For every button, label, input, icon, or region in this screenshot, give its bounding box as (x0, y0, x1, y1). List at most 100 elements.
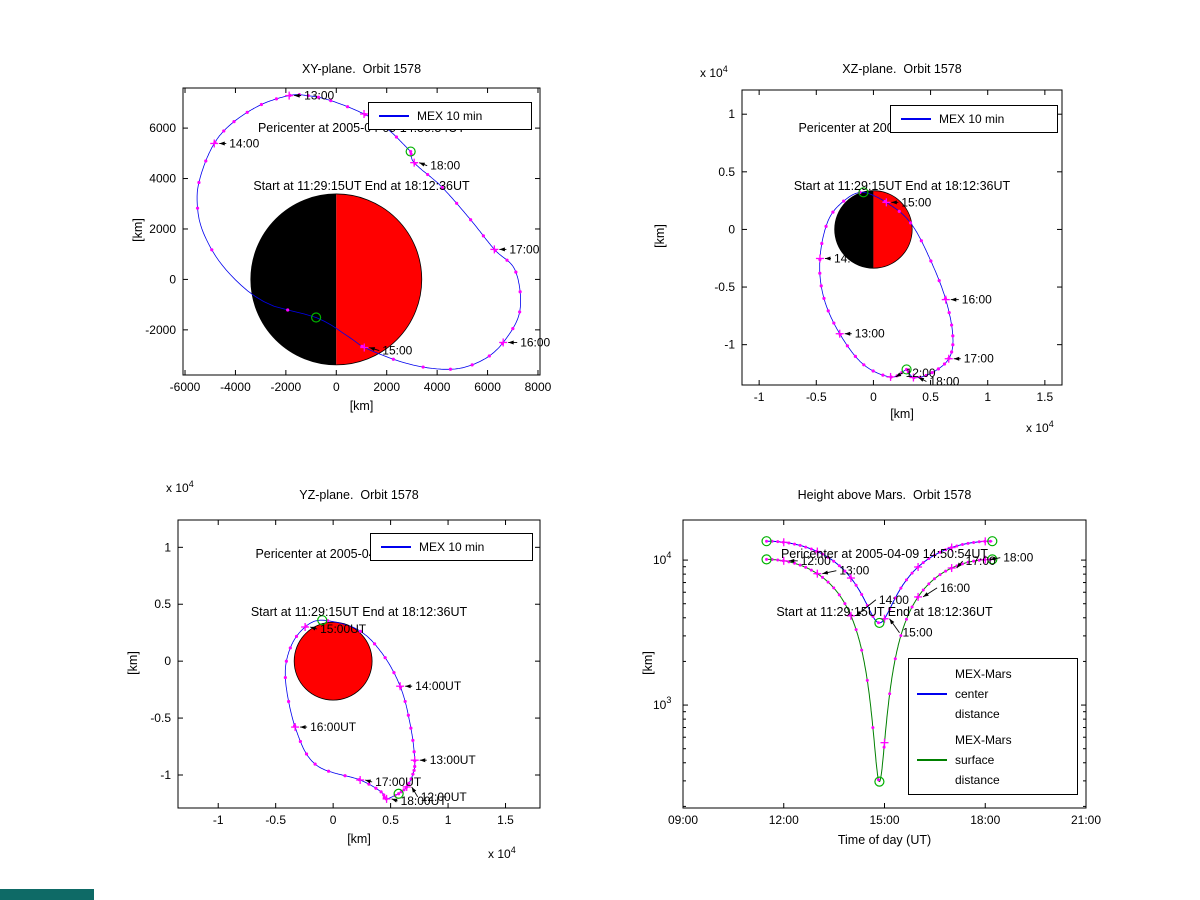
subplot-xy-title-line3: Start at 11:29:15UT End at 18:12:36UT (253, 179, 470, 193)
svg-text:0.5: 0.5 (154, 597, 171, 611)
svg-text:0: 0 (333, 380, 340, 394)
svg-text:17:00: 17:00 (509, 242, 539, 256)
svg-text:-1: -1 (724, 338, 735, 352)
svg-text:13:00UT: 13:00UT (430, 753, 477, 767)
yz-y-axis-multiplier: x 104 (166, 479, 194, 495)
svg-text:18:00: 18:00 (1003, 551, 1033, 565)
svg-text:6000: 6000 (474, 380, 501, 394)
legend-center-line-sample (917, 692, 947, 695)
subplot-yz-title-line1: YZ-plane. Orbit 1578 (299, 488, 419, 502)
legend-surface-line1: MEX-Mars (955, 732, 1012, 747)
legend-surface-line3: distance (955, 772, 1000, 787)
subplot-xz-graphics: -1 -0.5 0 0.5 1 1.5 -1 -0.5 0 0.5 1 15:00 14:00 13:00… (714, 89, 1063, 404)
yz-x-axis-multiplier: x 104 (488, 845, 516, 861)
subplot-yz-graphics: -1 -0.5 0 0.5 1 1.5 -1 -0.5 0 0.5 1 15:00UT 14:00UT 1… (150, 519, 541, 827)
svg-text:16:00UT: 16:00UT (310, 720, 357, 734)
svg-text:13:00: 13:00 (304, 89, 334, 103)
xz-x-mult-base: x 10 (1026, 421, 1049, 435)
legend-surface-line-sample (917, 758, 947, 761)
subplot-xy-graphics: -6000 -4000 -2000 0 2000 4000 6000 8000 -2000 0 20… (145, 87, 552, 394)
svg-text:1.5: 1.5 (497, 813, 514, 827)
svg-text:1: 1 (984, 390, 991, 404)
svg-text:16:00: 16:00 (962, 293, 992, 307)
svg-text:0.5: 0.5 (718, 165, 735, 179)
svg-text:6000: 6000 (149, 121, 176, 135)
svg-text:12:00UT: 12:00UT (421, 790, 468, 804)
yz-y-mult-exp: 4 (188, 479, 194, 489)
svg-text:14:00: 14:00 (229, 136, 259, 150)
svg-text:0.5: 0.5 (382, 813, 399, 827)
svg-text:21:00: 21:00 (1071, 813, 1101, 827)
svg-text:1.5: 1.5 (1037, 390, 1054, 404)
subplot-height-title-line3: Start at 11:29:15UT End at 18:12:36UT (776, 605, 993, 619)
svg-text:8000: 8000 (525, 380, 552, 394)
svg-text:-6000: -6000 (170, 380, 201, 394)
svg-text:17:00: 17:00 (966, 554, 996, 568)
legend-surface-text: MEX-Mars surface distance (955, 730, 1012, 790)
svg-text:12:00: 12:00 (906, 366, 936, 380)
svg-text:15:00UT: 15:00UT (320, 622, 367, 636)
svg-text:2000: 2000 (149, 222, 176, 236)
legend-xz: MEX 10 min (890, 105, 1058, 133)
legend-xy-label: MEX 10 min (417, 109, 483, 123)
legend-height-entry-surface: MEX-Mars surface distance (917, 730, 1077, 790)
svg-text:12:00: 12:00 (769, 813, 799, 827)
svg-text:0: 0 (164, 654, 171, 668)
subplot-xy-xlabel: [km] (349, 399, 374, 413)
svg-text:18:00: 18:00 (430, 159, 460, 173)
svg-text:0: 0 (330, 813, 337, 827)
svg-text:15:00: 15:00 (903, 626, 933, 640)
subplot-xz-title-line3: Start at 11:29:15UT End at 18:12:36UT (793, 179, 1011, 193)
legend-center-line2: center (955, 686, 989, 701)
svg-text:15:00: 15:00 (901, 195, 931, 209)
svg-text:18:00: 18:00 (970, 813, 1000, 827)
subplot-xz-title-line1: XZ-plane. Orbit 1578 (842, 62, 962, 76)
xz-x-mult-exp: 4 (1048, 419, 1054, 429)
svg-text:12:00: 12:00 (801, 554, 831, 568)
svg-text:0: 0 (169, 272, 176, 286)
svg-text:14:00: 14:00 (879, 593, 909, 607)
subplot-height-ylabel: [km] (641, 651, 655, 675)
svg-text:0.5: 0.5 (922, 390, 939, 404)
svg-text:2000: 2000 (373, 380, 400, 394)
xz-y-axis-multiplier: x 104 (700, 64, 728, 80)
svg-text:17:00: 17:00 (964, 352, 994, 366)
svg-text:14:00: 14:00 (834, 251, 864, 265)
svg-text:-0.5: -0.5 (265, 813, 286, 827)
legend-center-line3: distance (955, 706, 1000, 721)
svg-text:1: 1 (445, 813, 452, 827)
subplot-xz-ylabel: [km] (653, 224, 667, 248)
legend-height-entry-center: MEX-Mars center distance (917, 664, 1077, 724)
svg-text:4000: 4000 (424, 380, 451, 394)
legend-center-line1: MEX-Mars (955, 666, 1012, 681)
screen-corner-bar (0, 889, 94, 900)
subplot-yz-ylabel: [km] (126, 651, 140, 675)
subplot-xy-title-line1: XY-plane. Orbit 1578 (301, 62, 422, 76)
svg-text:09:00: 09:00 (668, 813, 698, 827)
svg-text:0: 0 (728, 222, 735, 236)
svg-text:4000: 4000 (149, 172, 176, 186)
svg-text:-0.5: -0.5 (150, 711, 171, 725)
yz-x-mult-base: x 10 (488, 847, 511, 861)
legend-xz-line-sample (901, 118, 931, 120)
svg-text:0: 0 (870, 390, 877, 404)
subplot-yz-title-line3: Start at 11:29:15UT End at 18:12:36UT (250, 605, 468, 619)
legend-xy: MEX 10 min (368, 102, 532, 130)
svg-text:-1: -1 (213, 813, 224, 827)
svg-text:1: 1 (728, 107, 735, 121)
svg-text:16:00: 16:00 (520, 335, 550, 349)
svg-text:15:00: 15:00 (382, 344, 412, 358)
svg-text:-1: -1 (754, 390, 765, 404)
svg-text:-0.5: -0.5 (714, 280, 735, 294)
subplot-height-xlabel: Time of day (UT) (837, 833, 932, 847)
svg-text:13:00: 13:00 (855, 327, 885, 341)
svg-text:15:00: 15:00 (869, 813, 899, 827)
svg-text:-1: -1 (160, 768, 171, 782)
subplot-xy-ylabel: [km] (131, 218, 145, 242)
svg-text:104: 104 (653, 550, 671, 567)
svg-text:-2000: -2000 (145, 323, 176, 337)
legend-yz-line-sample (381, 546, 411, 548)
subplot-height-title-line2: Pericenter at 2005-04-09 14:50:54UT (780, 546, 989, 561)
